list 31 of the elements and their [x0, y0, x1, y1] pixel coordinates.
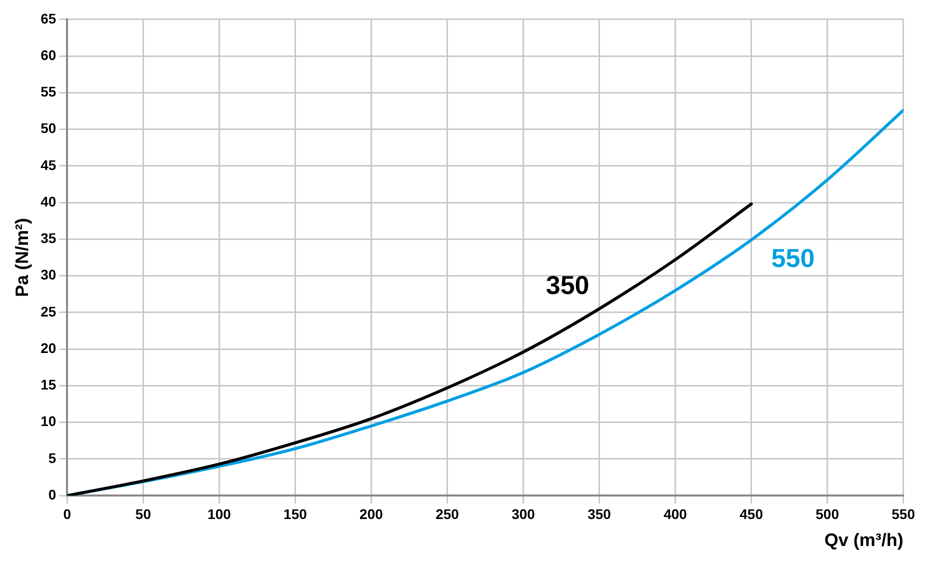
y-tick-label: 10 [40, 413, 56, 430]
series-label: 550 [771, 243, 815, 274]
x-tick-label: 150 [284, 506, 308, 522]
x-tick-label: 200 [360, 506, 384, 522]
x-tick-label: 400 [664, 506, 688, 522]
x-tick-label: 250 [436, 506, 460, 522]
y-tick-label: 25 [40, 303, 56, 320]
x-tick-label: 550 [892, 506, 916, 522]
x-tick-label: 300 [512, 506, 536, 522]
y-tick-label: 45 [40, 156, 56, 173]
y-tick-label: 15 [40, 376, 56, 393]
y-tick-label: 5 [48, 450, 56, 466]
y-tick-label: 50 [40, 120, 56, 136]
x-tick-label: 450 [740, 506, 764, 522]
y-tick-label: 30 [40, 266, 56, 283]
x-tick-label: 50 [135, 506, 152, 522]
line-series [67, 202, 753, 496]
x-tick-label: 350 [588, 506, 612, 522]
x-tick-label: 100 [208, 506, 232, 522]
series-label: 350 [546, 270, 590, 300]
y-tick-label: 65 [40, 10, 56, 26]
y-tick-label: 0 [48, 486, 56, 502]
y-tick-label: 35 [40, 230, 56, 246]
x-tick-label: 500 [816, 506, 840, 522]
y-tick-label: 60 [40, 46, 56, 63]
y-tick-label: 55 [40, 84, 56, 100]
x-axis-title: Qv (m³/h) [824, 530, 904, 550]
y-tick-label: 20 [40, 340, 56, 356]
x-tick-label: 0 [63, 506, 72, 522]
y-tick-label: 40 [40, 193, 56, 210]
y-axis-title: Pa (N/m²) [12, 218, 32, 298]
